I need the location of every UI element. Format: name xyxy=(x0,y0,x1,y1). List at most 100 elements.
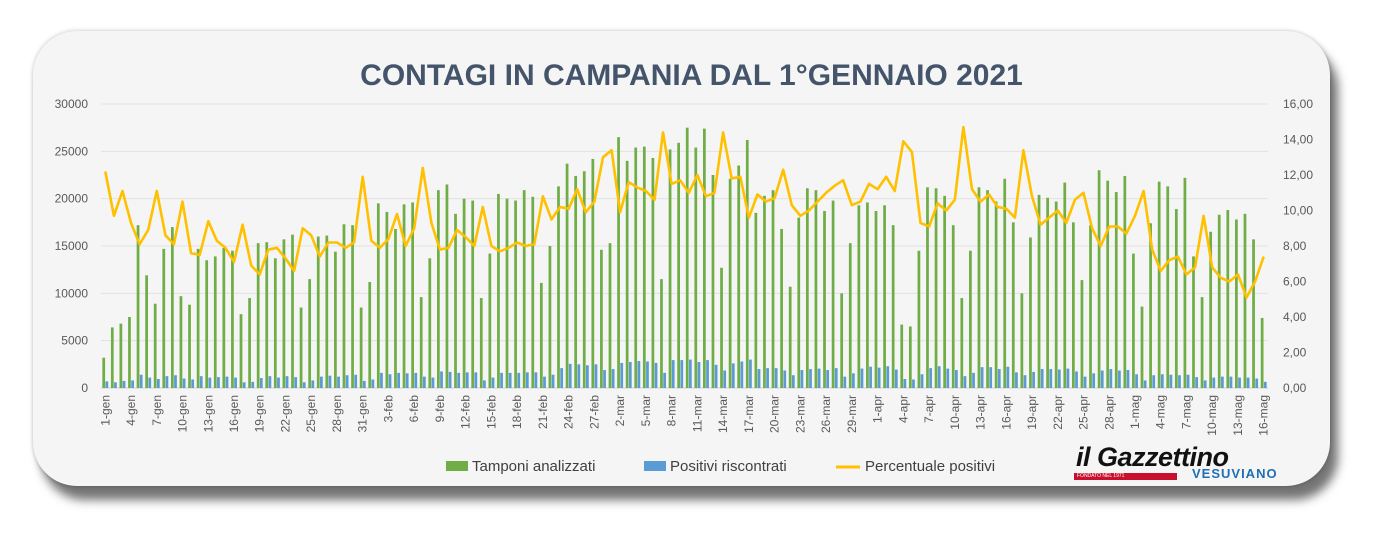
bar-positivi xyxy=(440,371,443,388)
bar-tamponi xyxy=(788,286,792,388)
bar-positivi xyxy=(431,377,435,388)
bar-tamponi xyxy=(531,196,535,388)
bar-positivi xyxy=(688,359,692,388)
bar-tamponi xyxy=(651,157,655,388)
bar-positivi xyxy=(1092,373,1096,388)
x-tick-label: 3-feb xyxy=(382,395,396,423)
x-tick-label: 10-gen xyxy=(176,395,190,432)
bar-positivi xyxy=(105,381,109,388)
y-right-tick-label: 14,00 xyxy=(1283,133,1313,147)
bar-positivi xyxy=(766,368,769,388)
x-tick-label: 4-gen xyxy=(124,395,138,426)
bar-tamponi xyxy=(711,175,715,388)
bar-tamponi xyxy=(1071,222,1075,388)
legend-positivi-label: Positivi riscontrati xyxy=(670,458,787,475)
x-tick-label: 19-gen xyxy=(253,395,267,432)
bar-tamponi xyxy=(385,211,389,388)
bar-positivi xyxy=(586,365,589,388)
bar-positivi xyxy=(517,372,521,388)
x-tick-label: 31-gen xyxy=(356,395,370,432)
bar-tamponi xyxy=(1037,194,1041,388)
bar-tamponi xyxy=(497,193,500,388)
bar-positivi xyxy=(860,368,864,388)
bar-positivi xyxy=(1263,381,1267,388)
bar-tamponi xyxy=(1217,214,1221,388)
bar-positivi xyxy=(954,370,958,388)
bar-tamponi xyxy=(265,242,269,388)
bar-positivi xyxy=(285,376,289,388)
bar-tamponi xyxy=(848,243,852,388)
bar-positivi xyxy=(225,376,229,388)
y-left-tick-label: 0 xyxy=(81,381,88,395)
bar-tamponi xyxy=(1166,186,1170,388)
x-tick-label: 20-mar xyxy=(768,395,782,433)
bar-tamponi xyxy=(359,307,363,388)
bar-tamponi xyxy=(600,249,603,388)
bar-positivi xyxy=(1238,377,1241,388)
bar-positivi xyxy=(817,368,821,388)
legend-tamponi-swatch xyxy=(446,461,468,471)
x-tick-label: 15-feb xyxy=(484,395,498,429)
bar-positivi xyxy=(834,368,838,388)
bar-positivi xyxy=(320,376,323,388)
bar-positivi xyxy=(826,370,830,388)
bar-positivi xyxy=(783,370,787,388)
bar-positivi xyxy=(877,367,881,388)
bar-positivi xyxy=(302,382,306,388)
bar-tamponi xyxy=(780,228,783,388)
x-tick-label: 11-mar xyxy=(690,395,704,432)
bar-tamponi xyxy=(977,187,981,388)
bar-positivi xyxy=(328,375,332,388)
bar-positivi xyxy=(277,377,280,388)
x-tick-label: 21-feb xyxy=(536,395,550,429)
x-tick-label: 26-mar xyxy=(819,395,833,433)
x-tick-label: 4-mag xyxy=(1154,395,1168,429)
x-tick-label: 13-mag xyxy=(1231,395,1245,436)
bar-tamponi xyxy=(471,200,475,388)
bar-positivi xyxy=(1006,366,1010,388)
x-tick-label: 28-gen xyxy=(330,395,344,432)
bar-tamponi xyxy=(866,202,869,388)
bar-tamponi xyxy=(1243,213,1247,388)
bar-positivi xyxy=(989,367,993,388)
bar-tamponi xyxy=(1046,197,1049,388)
bar-positivi xyxy=(791,375,795,388)
bar-positivi xyxy=(448,371,452,388)
bar-tamponi xyxy=(539,282,543,388)
bar-tamponi xyxy=(548,246,552,388)
bar-tamponi xyxy=(951,225,955,388)
bar-tamponi xyxy=(454,213,457,388)
bar-tamponi xyxy=(608,243,612,388)
bar-positivi xyxy=(174,375,177,388)
y-left-tick-label: 30000 xyxy=(55,97,89,111)
bar-tamponi xyxy=(170,227,174,388)
bar-positivi xyxy=(182,378,186,388)
bar-positivi xyxy=(1203,380,1207,388)
y-left-tick-label: 20000 xyxy=(55,192,89,206)
logo-subtitle: VESUVIANO xyxy=(1192,466,1278,481)
bar-tamponi xyxy=(685,127,689,389)
bar-positivi xyxy=(731,363,735,388)
bar-positivi xyxy=(156,379,160,388)
y-right-tick-label: 0,00 xyxy=(1283,381,1307,395)
bar-tamponi xyxy=(660,279,663,388)
bar-tamponi xyxy=(745,139,749,388)
legend-tamponi-label: Tamponi analizzati xyxy=(472,458,595,475)
bar-positivi xyxy=(1109,369,1113,388)
bar-positivi xyxy=(148,377,152,388)
chart-title: CONTAGI IN CAMPANIA DAL 1°GENNAIO 2021 xyxy=(360,59,1023,92)
bar-positivi xyxy=(568,363,572,388)
bar-positivi xyxy=(465,372,469,388)
bar-positivi xyxy=(1015,372,1018,388)
bar-positivi xyxy=(1152,375,1156,388)
bar-tamponi xyxy=(1114,192,1118,388)
bar-positivi xyxy=(1126,370,1130,388)
bar-tamponi xyxy=(445,184,449,388)
bar-positivi xyxy=(577,364,581,388)
bar-positivi xyxy=(843,376,847,388)
bar-positivi xyxy=(139,374,143,388)
bar-positivi xyxy=(1143,380,1147,388)
x-tick-label: 1-apr xyxy=(871,395,885,423)
bar-positivi xyxy=(1195,377,1199,388)
bar-positivi xyxy=(208,377,212,388)
